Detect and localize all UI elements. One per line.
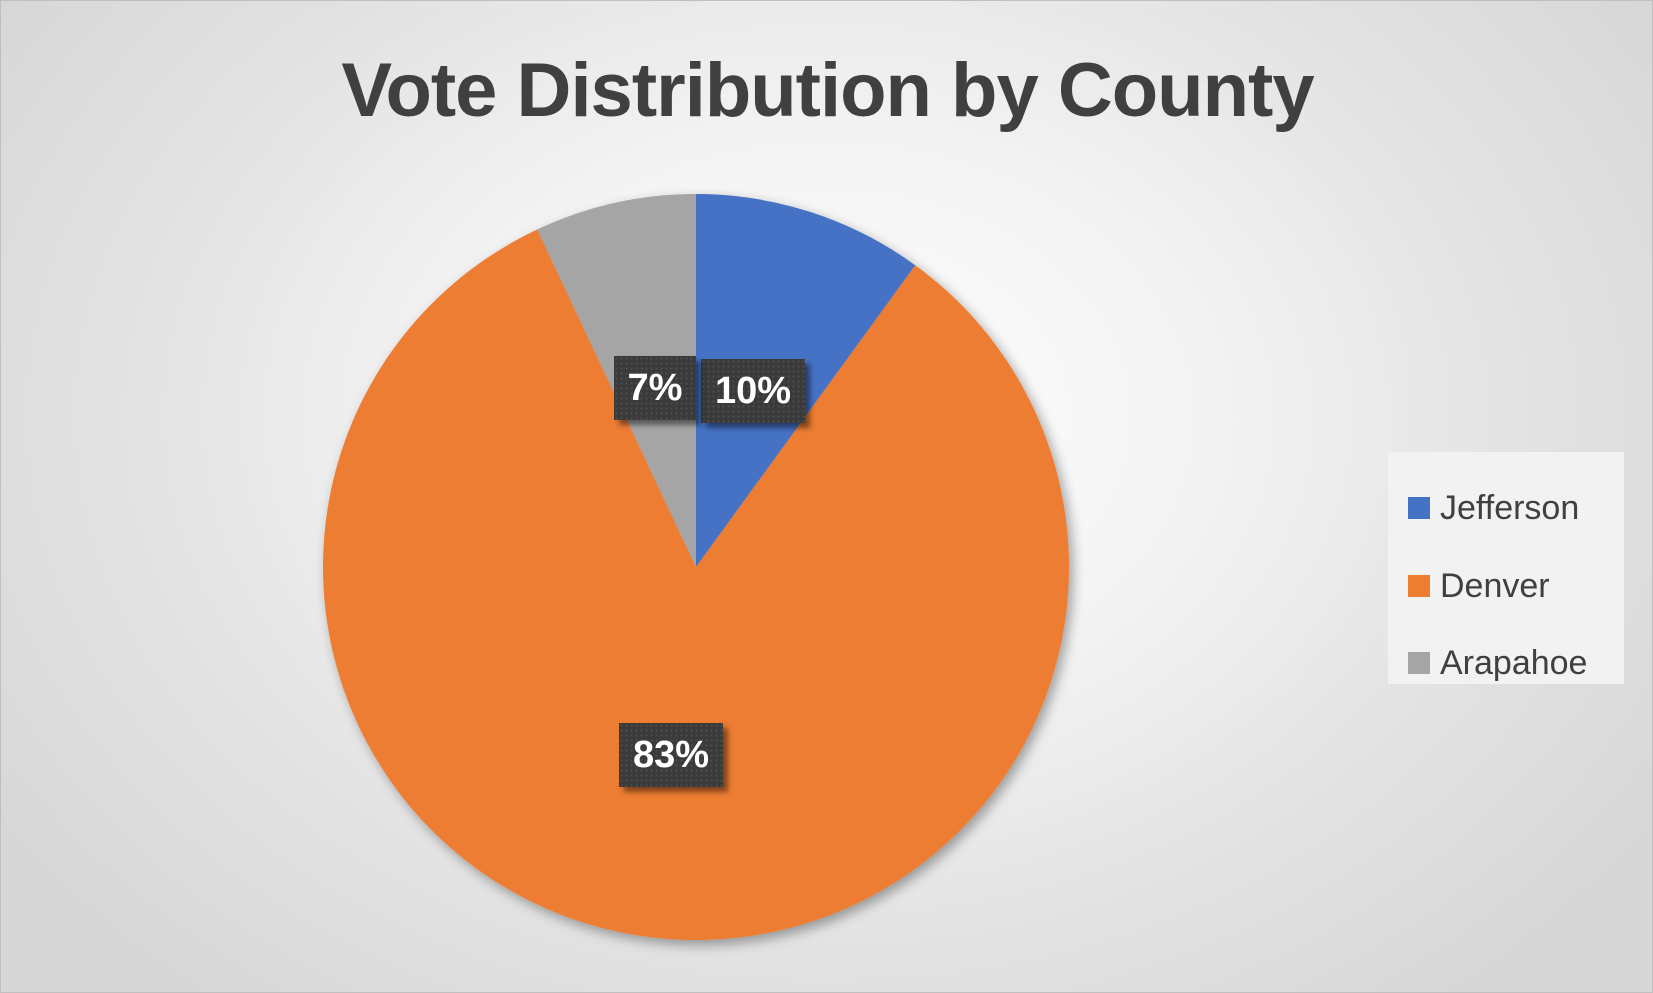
legend-label-denver: Denver xyxy=(1440,566,1550,605)
data-label-jefferson: 10% xyxy=(701,359,806,423)
legend-swatch-jefferson xyxy=(1408,497,1430,519)
legend: Jefferson Denver Arapahoe xyxy=(1388,452,1624,684)
legend-label-jefferson: Jefferson xyxy=(1440,488,1580,527)
legend-swatch-arapahoe xyxy=(1408,652,1430,674)
legend-item-arapahoe: Arapahoe xyxy=(1408,643,1587,683)
chart-title: Vote Distribution by County xyxy=(341,48,1314,133)
data-label-denver: 83% xyxy=(619,723,724,787)
data-label-arapahoe: 7% xyxy=(613,356,697,420)
pie-slice-jefferson xyxy=(696,194,916,567)
legend-item-jefferson: Jefferson xyxy=(1408,488,1579,528)
legend-swatch-denver xyxy=(1408,575,1430,597)
legend-item-denver: Denver xyxy=(1408,566,1550,606)
legend-label-arapahoe: Arapahoe xyxy=(1440,643,1588,682)
pie-slice-denver xyxy=(323,229,1069,940)
